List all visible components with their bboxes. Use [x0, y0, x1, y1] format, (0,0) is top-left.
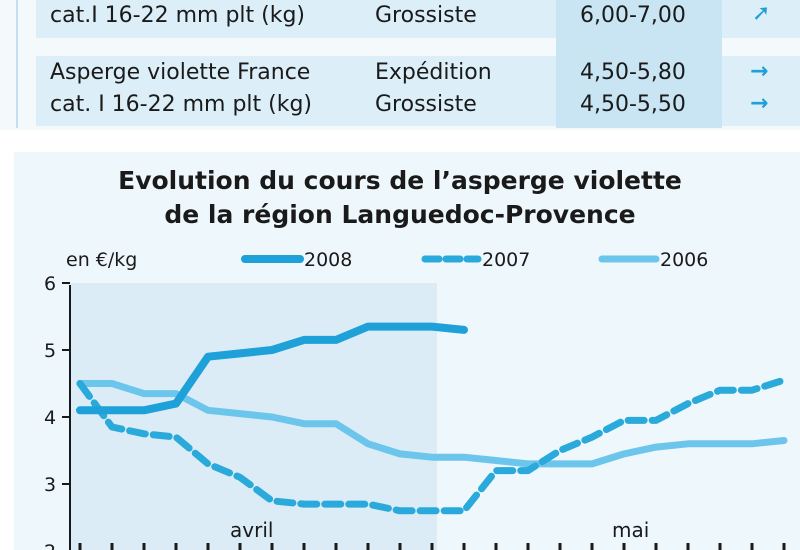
stage-label: Expédition — [375, 60, 492, 85]
stage-label: Grossiste — [375, 92, 477, 117]
price-value: 4,50-5,50 — [580, 92, 686, 117]
trend-stable-arrow-icon: → — [750, 59, 769, 84]
y-tick-label: 3 — [44, 474, 56, 496]
price-table: cat.I 16-22 mm plt (kg) Grossiste 6,00-7… — [0, 0, 800, 130]
y-tick-label: 4 — [44, 407, 56, 429]
y-tick-label: 5 — [44, 340, 56, 362]
product-label: cat.I 16-22 mm plt (kg) — [50, 3, 306, 28]
legend-label-2006: 2006 — [660, 249, 708, 271]
x-period-label: avril — [230, 518, 273, 542]
series-layer — [76, 322, 788, 515]
legend-label-2008: 2008 — [304, 249, 352, 271]
legend: 2008 2007 2006 — [241, 249, 708, 271]
legend-label-2007: 2007 — [482, 249, 530, 271]
y-axis-label: en €/kg — [66, 249, 137, 271]
chart-title-line: de la région Languedoc-Provence — [164, 200, 636, 229]
chart-title-line: Evolution du cours de l’asperge violette — [118, 166, 682, 195]
x-period-label: mai — [612, 518, 649, 542]
series-line-2008 — [76, 322, 468, 415]
y-tick-label: 2 — [44, 541, 56, 550]
price-column — [556, 0, 722, 128]
series-line-2006 — [76, 380, 788, 468]
y-tick-label: 6 — [44, 273, 56, 295]
stage-label: Grossiste — [375, 3, 477, 28]
axes: 2 3 4 5 6 en €/kg avril mai — [44, 249, 786, 550]
table-divider — [16, 0, 18, 128]
chart-title: Evolution du cours de l’asperge violette… — [0, 164, 800, 232]
trend-up-arrow-icon: ➚ — [752, 1, 771, 26]
price-value: 4,50-5,80 — [580, 60, 686, 85]
trend-stable-arrow-icon: → — [750, 91, 769, 116]
series-line-2007 — [76, 376, 788, 515]
product-label: cat. I 16-22 mm plt (kg) — [50, 92, 313, 117]
price-value: 6,00-7,00 — [580, 3, 686, 28]
product-label: Asperge violette France — [50, 60, 311, 85]
